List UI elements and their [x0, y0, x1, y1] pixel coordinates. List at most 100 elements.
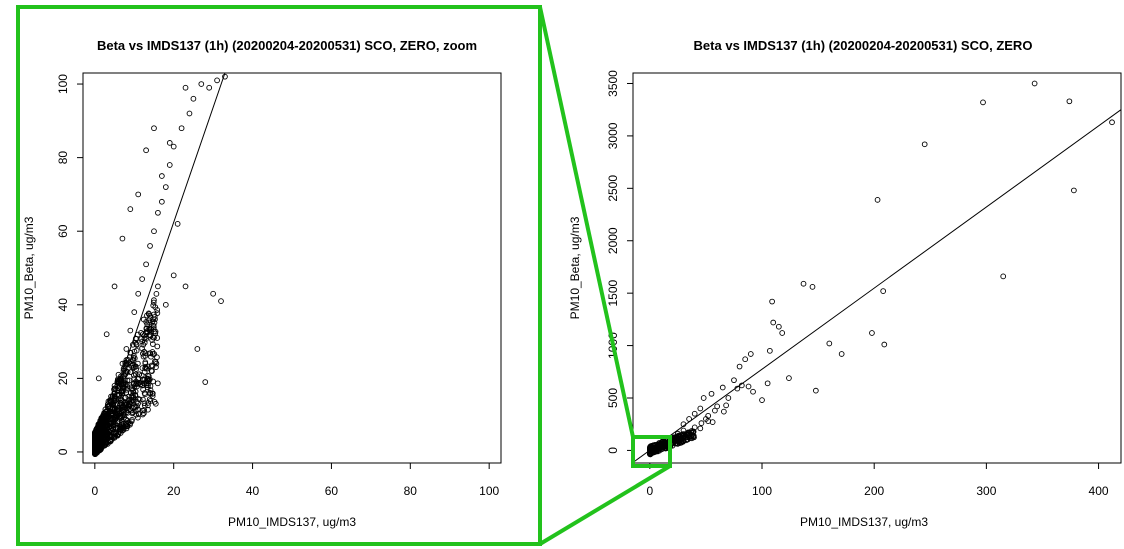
zoom-cloud-point: [134, 380, 141, 386]
zoom-cloud-point: [133, 366, 140, 372]
zoom-data-point: [155, 283, 161, 290]
zoom-cloud-point: [111, 414, 118, 420]
zoom-cloud-point: [142, 391, 148, 398]
zoom-cloud-point: [125, 393, 132, 400]
zoom-cloud-point: [137, 381, 144, 388]
zoom-cloud-point: [116, 428, 123, 435]
zoom-cloud-point: [131, 348, 138, 355]
full-data-point: [770, 319, 777, 326]
zoom-cloud-point: [149, 341, 156, 347]
zoom-cloud-point: [143, 319, 150, 325]
zoom-x-axis: 0 20 40 60 80 100: [91, 463, 500, 498]
full-data-point: [698, 420, 705, 427]
full-y-tick-label: 0: [606, 447, 620, 454]
zoom-data-point: [139, 276, 146, 282]
full-data-point: [1071, 187, 1077, 194]
zoom-data-point: [95, 375, 102, 382]
zoom-cloud-point: [116, 426, 123, 433]
zoom-y-tick-label: 40: [56, 298, 70, 312]
zoom-cloud-point: [134, 398, 140, 405]
zoom-cloud-point: [147, 383, 154, 389]
full-dense-cloud-group: [646, 428, 697, 458]
zoom-cloud-point: [96, 425, 103, 432]
zoom-cloud-point: [142, 353, 149, 359]
full-chart-title: Beta vs IMDS137 (1h) (20200204-20200531)…: [694, 38, 1033, 53]
full-x-axis: 0 100 200 300 400: [646, 463, 1109, 498]
full-data-point: [1066, 98, 1073, 105]
zoom-data-point: [194, 346, 201, 352]
zoom-cloud-point: [135, 376, 141, 383]
zoom-data-point: [182, 84, 189, 91]
zoom-data-point: [119, 235, 126, 242]
zoom-panel-frame: [16, 5, 542, 546]
zoom-y-tick-label: 100: [56, 74, 70, 94]
zoom-data-point: [143, 147, 149, 154]
zoom-cloud-point: [148, 367, 155, 374]
full-data-point: [813, 387, 819, 394]
full-data-point: [680, 421, 687, 428]
zoom-cloud-point: [147, 387, 154, 393]
full-data-point: [775, 323, 782, 330]
zoom-cloud-point: [145, 310, 152, 317]
zoom-data-point: [202, 379, 209, 385]
full-data-point: [708, 390, 715, 397]
zoom-cloud-point: [115, 380, 122, 387]
zoom-cloud-point: [149, 393, 156, 399]
full-x-axis-label: PM10_IMDS137, ug/m3: [800, 515, 928, 529]
full-y-axis-label: PM10_Beta, ug/m3: [568, 216, 582, 319]
zoom-cloud-point: [114, 391, 120, 398]
full-data-point: [838, 351, 845, 357]
zoom-cloud-point: [154, 335, 161, 341]
full-data-point: [750, 388, 756, 395]
zoom-x-axis-label: PM10_IMDS137, ug/m3: [228, 515, 356, 529]
zoom-cloud-point: [154, 310, 161, 316]
zoom-cloud-point: [118, 380, 125, 387]
zoom-data-point: [159, 198, 165, 205]
zoom-cloud-point: [124, 409, 131, 416]
zoom-data-point: [210, 290, 216, 297]
full-fit-line: [632, 109, 1122, 463]
full-data-point: [874, 197, 881, 203]
zoom-cloud-point: [113, 432, 120, 439]
zoom-data-point: [170, 272, 177, 279]
zoom-cloud-point: [122, 394, 129, 401]
full-data-point: [745, 383, 752, 390]
zoom-cloud-point: [92, 447, 98, 454]
zoom-y-axis-label: PM10_Beta, ug/m3: [22, 216, 36, 319]
zoom-cloud-point: [142, 365, 148, 372]
zoom-cloud-point: [135, 414, 141, 421]
zoom-data-point: [159, 173, 165, 179]
full-data-point: [869, 330, 875, 336]
zoom-data-point: [190, 95, 197, 102]
zoom-data-point: [166, 140, 173, 146]
full-data-point: [705, 418, 712, 424]
zoom-data-point: [135, 191, 142, 198]
zoom-cloud-point: [93, 442, 100, 449]
full-data-point: [723, 402, 729, 409]
zoom-x-tick-label: 20: [167, 484, 181, 498]
zoom-connector-bottom: [538, 464, 672, 546]
zoom-cloud-point: [147, 398, 154, 404]
zoom-data-point: [162, 301, 169, 308]
zoom-connector-top: [538, 6, 635, 438]
full-data-point: [719, 384, 726, 391]
full-data-point: [1109, 119, 1115, 126]
full-plot-frame: [632, 72, 1122, 464]
zoom-data-point: [170, 143, 177, 150]
zoom-cloud-point: [104, 429, 110, 436]
full-cloud-point: [647, 450, 654, 457]
zoom-y-tick-label: 20: [56, 371, 70, 385]
full-cloud-point: [686, 432, 693, 438]
zoom-cloud-point: [143, 326, 150, 332]
zoom-cloud-point: [146, 350, 153, 357]
zoom-cloud-point: [123, 361, 129, 368]
zoom-cloud-point: [132, 391, 139, 398]
zoom-data-point: [123, 346, 130, 352]
zoom-cloud-point: [123, 402, 129, 409]
full-data-point: [686, 416, 692, 422]
zoom-cloud-point: [140, 331, 146, 337]
zoom-cloud-point: [113, 425, 120, 431]
zoom-cloud-point: [123, 423, 130, 430]
zoom-cloud-point: [148, 353, 154, 360]
